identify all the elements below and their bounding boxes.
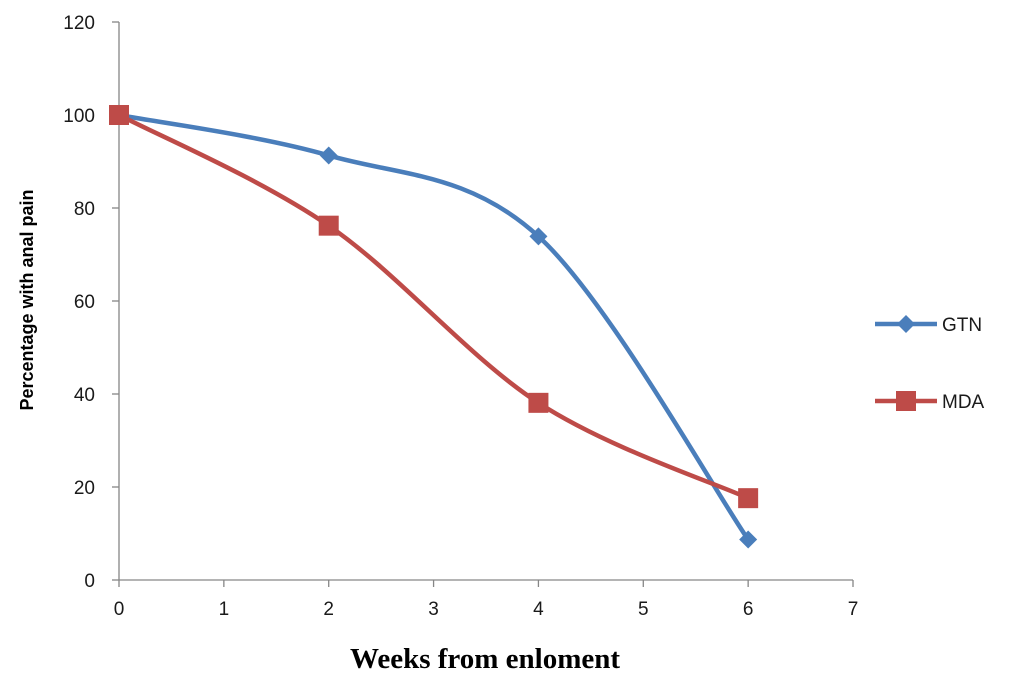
- series-line-gtn: [116, 112, 751, 542]
- x-tick-label: 1: [219, 599, 230, 620]
- legend-label-mda: MDA: [942, 392, 985, 413]
- data-point-gtn: [739, 530, 758, 549]
- legend-label-gtn: GTN: [942, 315, 982, 336]
- legend-marker-mda: [896, 391, 916, 411]
- x-tick-label: 2: [323, 599, 334, 620]
- data-point-gtn: [319, 146, 338, 165]
- x-tick-label: 7: [848, 599, 859, 620]
- x-tick-label: 6: [743, 599, 754, 620]
- y-tick-label: 60: [74, 292, 95, 313]
- y-axis-title: Percentage with anal pain: [17, 189, 37, 410]
- legend: GTN MDA: [875, 315, 985, 413]
- y-tick-label: 0: [84, 571, 95, 592]
- data-point-mda: [318, 215, 339, 236]
- axes: 0 20 40 60 80 100 120 0 1 2 3 4 5 6 7: [63, 13, 858, 620]
- data-point-gtn: [529, 227, 548, 246]
- legend-marker-gtn: [897, 315, 915, 333]
- data-point-mda: [528, 392, 549, 413]
- series-line-mda: [116, 112, 751, 501]
- y-tick-label: 100: [63, 106, 95, 127]
- legend-item-mda: MDA: [875, 391, 985, 413]
- x-axis-title: Weeks from enloment: [350, 643, 620, 673]
- series-layer: [109, 105, 759, 549]
- x-tick-label: 4: [533, 599, 544, 620]
- series-gtn: [110, 106, 758, 549]
- y-tick-label: 20: [74, 478, 95, 499]
- x-tick-label: 0: [114, 599, 125, 620]
- series-mda: [109, 105, 759, 509]
- legend-item-gtn: GTN: [875, 315, 982, 336]
- x-tick-label: 5: [638, 599, 649, 620]
- y-tick-label: 40: [74, 385, 95, 406]
- data-point-mda: [738, 488, 759, 509]
- y-tick-label: 80: [74, 199, 95, 220]
- y-tick-label: 120: [63, 13, 95, 34]
- data-point-mda: [109, 105, 129, 125]
- x-tick-label: 3: [428, 599, 439, 620]
